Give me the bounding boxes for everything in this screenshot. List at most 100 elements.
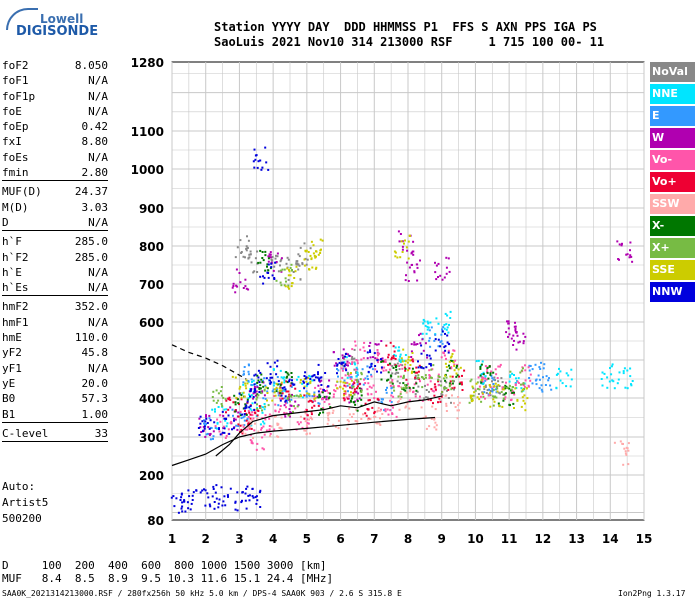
param-row: h`F 285.0	[2, 234, 108, 249]
echo-point	[290, 285, 293, 288]
echo-point	[264, 397, 267, 400]
echo-point	[624, 386, 627, 389]
echo-point	[410, 343, 413, 346]
echo-point	[232, 285, 235, 287]
echo-point	[205, 417, 208, 420]
echo-point	[355, 408, 358, 411]
echo-point	[344, 392, 347, 395]
echo-point	[433, 418, 436, 421]
echo-point	[280, 258, 283, 261]
echo-point	[522, 382, 525, 385]
echo-point	[364, 377, 367, 380]
echo-point	[208, 427, 211, 430]
echo-point	[317, 404, 320, 407]
echo-point	[402, 374, 405, 377]
echo-point	[278, 383, 281, 385]
echo-point	[493, 385, 496, 387]
x-tick-label: 14	[602, 532, 619, 546]
echo-point	[422, 322, 425, 325]
echo-point	[367, 393, 370, 396]
echo-point	[480, 373, 483, 375]
echo-point	[293, 405, 295, 408]
echo-point	[225, 418, 228, 420]
scaled-parameters-panel: foF2 8.050 foF1 N/A foF1p N/A foE N/A foEp 0.42 fx…	[2, 58, 108, 443]
echo-point	[399, 375, 402, 378]
echo-point	[387, 353, 390, 356]
echo-point	[282, 388, 285, 391]
echo-point	[244, 492, 247, 495]
echo-point	[308, 418, 310, 421]
echo-point	[380, 398, 383, 401]
echo-point	[507, 322, 510, 325]
echo-point	[253, 374, 256, 377]
echo-point	[364, 382, 367, 385]
echo-point	[425, 427, 428, 430]
echo-point	[247, 416, 250, 418]
echo-point	[542, 376, 544, 379]
echo-point	[475, 360, 478, 363]
param-name: foF1p	[2, 89, 36, 103]
echo-point	[306, 421, 309, 424]
echo-point	[336, 364, 339, 367]
echo-point	[277, 394, 280, 397]
echo-point	[410, 359, 413, 362]
echo-point	[233, 417, 236, 420]
echo-point	[352, 383, 355, 386]
echo-point	[327, 414, 330, 417]
echo-point	[440, 333, 443, 336]
echo-points	[170, 146, 634, 514]
echo-point	[520, 405, 523, 408]
echo-point	[307, 251, 310, 253]
param-row: fmin 2.80	[2, 165, 108, 180]
echo-point	[507, 327, 510, 330]
echo-point	[405, 274, 407, 277]
echo-point	[351, 395, 354, 398]
echo-point	[468, 401, 471, 404]
echo-point	[369, 356, 372, 359]
param-separator	[2, 230, 108, 232]
echo-point	[629, 367, 632, 370]
echo-point	[199, 422, 202, 425]
echo-point	[379, 424, 382, 426]
echo-point	[245, 247, 248, 250]
echo-point	[608, 380, 611, 383]
echo-point	[474, 388, 477, 391]
footer-program-version: Ion2Png 1.3.17	[618, 589, 686, 598]
echo-point	[376, 357, 379, 360]
echo-point	[285, 390, 288, 393]
echo-point	[275, 254, 277, 257]
echo-point	[231, 375, 234, 378]
y-tick-label: 1100	[131, 125, 164, 139]
echo-point	[290, 395, 293, 398]
echo-point	[348, 354, 351, 357]
echo-point	[247, 370, 250, 373]
echo-point	[415, 382, 418, 385]
echo-point	[305, 390, 308, 393]
echo-point	[352, 380, 355, 383]
y-tick-label: 900	[139, 202, 164, 216]
echo-point	[396, 362, 399, 365]
echo-point	[351, 386, 354, 389]
echo-point	[184, 510, 187, 513]
echo-point	[262, 381, 265, 384]
echo-point	[611, 379, 614, 382]
param-separator	[2, 180, 108, 182]
echo-point	[309, 416, 312, 419]
echo-point	[328, 396, 331, 399]
echo-point	[307, 422, 310, 425]
echo-point	[390, 358, 393, 361]
echo-point	[339, 380, 342, 383]
echo-point	[500, 391, 503, 393]
echo-point	[520, 369, 523, 372]
echo-point	[243, 413, 246, 416]
echo-point	[234, 508, 237, 511]
echo-point	[362, 383, 365, 386]
echo-point	[327, 398, 330, 401]
echo-point	[203, 427, 206, 430]
param-name: hmF1	[2, 315, 29, 329]
echo-point	[254, 422, 256, 425]
echo-point	[298, 423, 300, 426]
echo-point	[403, 242, 405, 245]
echo-point	[262, 282, 265, 285]
echo-point	[263, 403, 266, 405]
